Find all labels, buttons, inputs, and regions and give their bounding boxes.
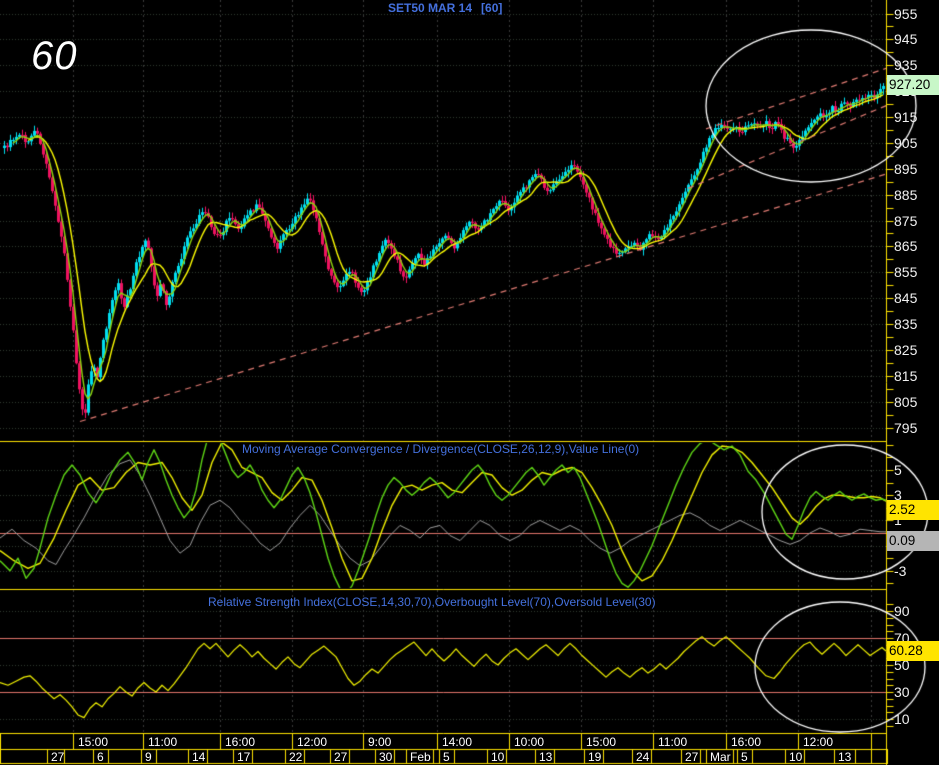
price-axis-tick: 885 [894,186,918,203]
rsi-axis-tick: 30 [894,684,910,700]
date-axis-cell: 27 [51,750,65,764]
date-axis-cell: Mar [710,750,731,764]
time-axis-cell: 14:00 [442,735,473,749]
price-axis-tick: 825 [894,341,918,358]
symbol-title: SET50 MAR 14 [388,1,473,15]
time-axis-cell: 16:00 [731,735,762,749]
date-axis-cell: 14 [192,750,206,764]
date-axis-cell: 6 [97,750,104,764]
price-axis-tick: 945 [894,31,918,48]
time-axis-cell: 11:00 [148,735,178,749]
time-axis-cell: 12:00 [803,735,834,749]
date-axis-cell: 13 [838,750,852,764]
price-axis-tick: 845 [894,290,918,307]
price-axis-tick: 915 [894,109,918,125]
rsi-value-tag: 60.28 [887,641,939,661]
time-axis-cell: 16:00 [225,735,256,749]
macd-axis-tick: -3 [894,562,907,579]
date-axis-cell: 10 [491,750,505,764]
macd-signal-tag: 2.52 [887,500,939,520]
time-axis-cell: 11:00 [658,735,688,749]
last-price-tag: 927.20 [887,75,939,95]
macd-axis-tick: 3 [894,487,902,504]
price-axis-tick: 805 [894,393,918,410]
macd-axis-tick: 5 [894,462,902,478]
date-axis-cell: 5 [741,750,748,764]
date-axis-cell: Feb [410,750,431,764]
macd-axis-tick: 1 [894,512,902,529]
price-axis-tick: 935 [894,57,918,74]
price-axis-tick: 875 [894,212,918,229]
date-axis-cell: 5 [443,750,450,764]
date-axis-cell: 13 [539,750,553,764]
time-axis-cell: 12:00 [297,735,328,749]
macd-panel-title: Moving Average Convergence / Divergence(… [242,442,640,456]
rsi-axis-tick: 10 [894,711,910,727]
price-axis-tick: 795 [894,419,918,436]
rsi-panel-title: Relative Strength Index(CLOSE,14,30,70),… [208,595,656,609]
chart-title: SET50 MAR 14 [60] [388,1,502,15]
time-axis-cell: 10:00 [514,735,545,749]
timeframe-watermark: 60 [31,34,78,78]
price-axis-tick: 815 [894,367,918,384]
date-axis-cell: 22 [289,750,303,764]
date-axis-cell: 19 [588,750,602,764]
date-axis-cell: 17 [237,750,251,764]
price-axis-tick: 835 [894,316,918,332]
price-axis-tick: 955 [894,5,918,22]
time-axis-cell: 15:00 [78,735,109,749]
date-axis-cell: 10 [789,750,803,764]
price-axis-tick: 905 [894,134,918,151]
rsi-axis-tick: 50 [894,657,910,673]
time-axis-cell: 9:00 [368,735,392,749]
price-axis-tick: 895 [894,160,918,177]
time-axis-cell: 15:00 [586,735,617,749]
date-axis-cell: 9 [145,750,152,764]
date-axis-cell: 24 [636,750,650,764]
macd-hist-tag: 0.09 [887,531,939,551]
date-axis-cell: 27 [685,750,699,764]
rsi-axis-tick: 90 [894,603,910,619]
date-axis-cell: 27 [334,750,348,764]
price-axis-tick: 865 [894,238,918,255]
price-axis-tick: 855 [894,264,918,281]
interval-badge: [60] [481,1,503,15]
date-axis-cell: 30 [379,750,393,764]
